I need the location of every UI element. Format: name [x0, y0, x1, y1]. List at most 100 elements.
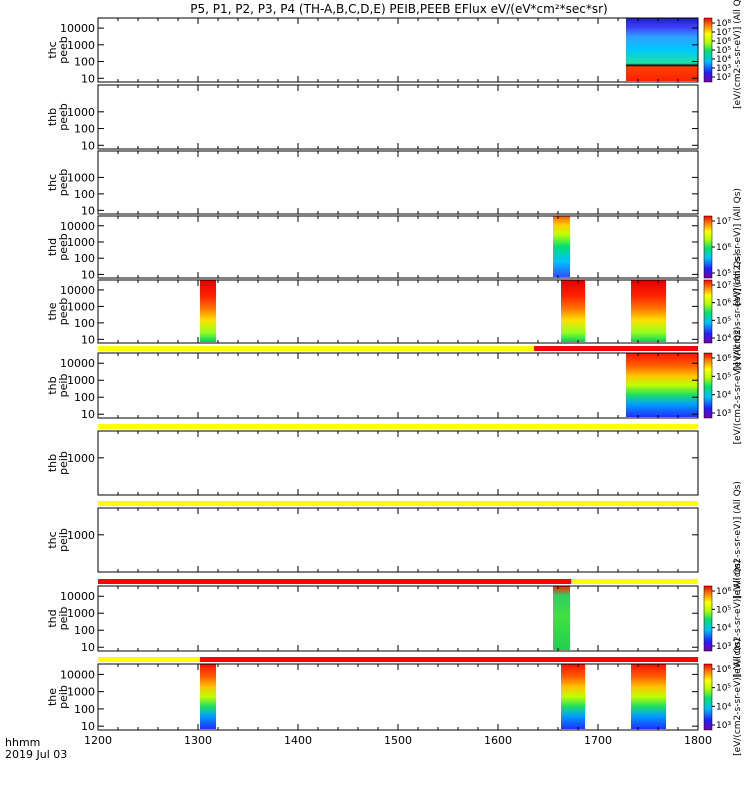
figure-title: P5, P1, P2, P3, P4 (TH-A,B,C,D,E) PEIB,P… [190, 2, 607, 16]
colorbar-tick-label: 10⁸ [716, 19, 731, 29]
panel-ylabel-line: peeb [57, 103, 70, 131]
panel-ylabel-line: thc [46, 531, 59, 548]
y-tick-label: 1000 [67, 236, 95, 249]
y-tick-label: 1000 [67, 106, 95, 119]
spectrogram-block [631, 280, 666, 342]
y-tick-label: 100 [74, 391, 95, 404]
y-tick-label: 10 [81, 204, 95, 217]
panel-ylabel: thbpeib [46, 374, 70, 398]
panel-ylabel: thcpeib [46, 528, 70, 552]
panel-ylabel-line: the [46, 302, 59, 320]
footer-date: 2019 Jul 03 [5, 748, 67, 761]
panel-ylabel-line: thc [46, 41, 59, 58]
panel-frame [97, 430, 699, 496]
y-tick-label: 10000 [60, 357, 95, 370]
x-tick-label: 1600 [484, 734, 512, 747]
y-tick-label: 100 [74, 188, 95, 201]
panel-ylabel-line: peib [57, 607, 70, 631]
y-tick-label: 10 [81, 720, 95, 733]
y-tick-label: 1000 [67, 39, 95, 52]
colorbar-tick-label: 10⁷ [716, 28, 731, 38]
colorbar-tick-label: 10⁷ [716, 217, 731, 227]
panel-ylabel: thdpeib [46, 607, 70, 631]
quality-flag-bar [534, 346, 698, 351]
x-tick-label: 1500 [384, 734, 412, 747]
panel-frame [97, 17, 699, 83]
x-tick-label: 1800 [684, 734, 712, 747]
panel-ylabel-line: peeb [57, 233, 70, 261]
x-tick-label: 1400 [284, 734, 312, 747]
colorbar-tick-label: 10⁶ [716, 299, 731, 309]
panels-layer: 10100100010000thcpeeb10⁸10⁷10⁶10⁵10⁴10³1… [46, 0, 743, 756]
panel-ylabel-line: peib [57, 528, 70, 552]
quality-flag-bar [200, 657, 698, 662]
y-tick-label: 100 [74, 317, 95, 330]
panel-ylabel: thbpeeb [46, 103, 70, 131]
panel-ylabel-line: thd [46, 609, 59, 627]
colorbar-tick-label: 10⁷ [716, 281, 731, 291]
panel-frame [97, 279, 699, 344]
colorbar-tick-label: 10⁵ [716, 684, 731, 694]
panel-frame [97, 84, 699, 150]
panel-ylabel-line: peib [57, 374, 70, 398]
quality-flag-bar [98, 346, 534, 351]
y-tick-label: 10 [81, 333, 95, 346]
y-tick-label: 100 [74, 252, 95, 265]
colorbar-label: [eV/(cm2-s-sr-eV)] (All Qs) [733, 188, 743, 306]
colorbar-tick-label: 10⁵ [716, 372, 731, 382]
footer-time-unit: hhmm [5, 736, 40, 749]
y-tick-label: 1000 [67, 374, 95, 387]
panel-ylabel: thepeeb [46, 298, 70, 326]
colorbar-tick-label: 10⁶ [716, 37, 731, 47]
y-tick-label: 1000 [67, 686, 95, 699]
y-tick-label: 100 [74, 624, 95, 637]
colorbar [703, 279, 713, 344]
y-tick-label: 10000 [60, 220, 95, 233]
panel-ylabel-line: thb [46, 454, 59, 472]
panel-ylabel: thepeib [46, 685, 70, 709]
spectrogram-block [200, 664, 216, 729]
y-tick-label: 10000 [60, 22, 95, 35]
y-tick-label: 1000 [67, 529, 95, 542]
colorbar-tick-label: 10⁵ [716, 605, 731, 615]
panel-frame [97, 585, 699, 652]
colorbar-tick-label: 10⁴ [716, 55, 731, 65]
colorbar-tick-label: 10⁵ [716, 46, 731, 56]
panel-frame [97, 150, 699, 215]
y-tick-label: 100 [74, 703, 95, 716]
colorbar-tick-label: 10⁵ [716, 269, 731, 279]
y-tick-label: 100 [74, 123, 95, 136]
quality-flag-bar [98, 657, 200, 662]
panel-ylabel-line: thd [46, 238, 59, 256]
colorbar [703, 585, 713, 652]
panel-ylabel-line: thb [46, 108, 59, 126]
x-tick-label: 1200 [84, 734, 112, 747]
quality-flag-bar [98, 579, 571, 584]
colorbar-label: [eV/(cm2-s-sr-eV)] (All Qs) [733, 481, 743, 599]
colorbar-tick-label: 10⁴ [716, 624, 731, 634]
colorbar-tick-label: 10⁴ [716, 702, 731, 712]
colorbar-tick-label: 10³ [716, 64, 731, 74]
y-tick-label: 10 [81, 408, 95, 421]
y-tick-label: 10 [81, 268, 95, 281]
y-tick-label: 100 [74, 56, 95, 69]
y-tick-label: 10 [81, 139, 95, 152]
colorbar-tick-label: 10⁴ [716, 391, 731, 401]
panel-ylabel-line: peeb [57, 169, 70, 197]
colorbar [703, 17, 713, 83]
y-tick-label: 1000 [67, 300, 95, 313]
spectrogram-block [553, 586, 570, 650]
quality-flag-bar [571, 579, 698, 584]
colorbar [703, 663, 713, 731]
quality-flag-bar [98, 424, 698, 429]
colorbar-label: [eV/(cm2-s-sr-eV)] (All Qs) [733, 638, 743, 756]
colorbar-tick-label: 10⁶ [716, 243, 731, 253]
